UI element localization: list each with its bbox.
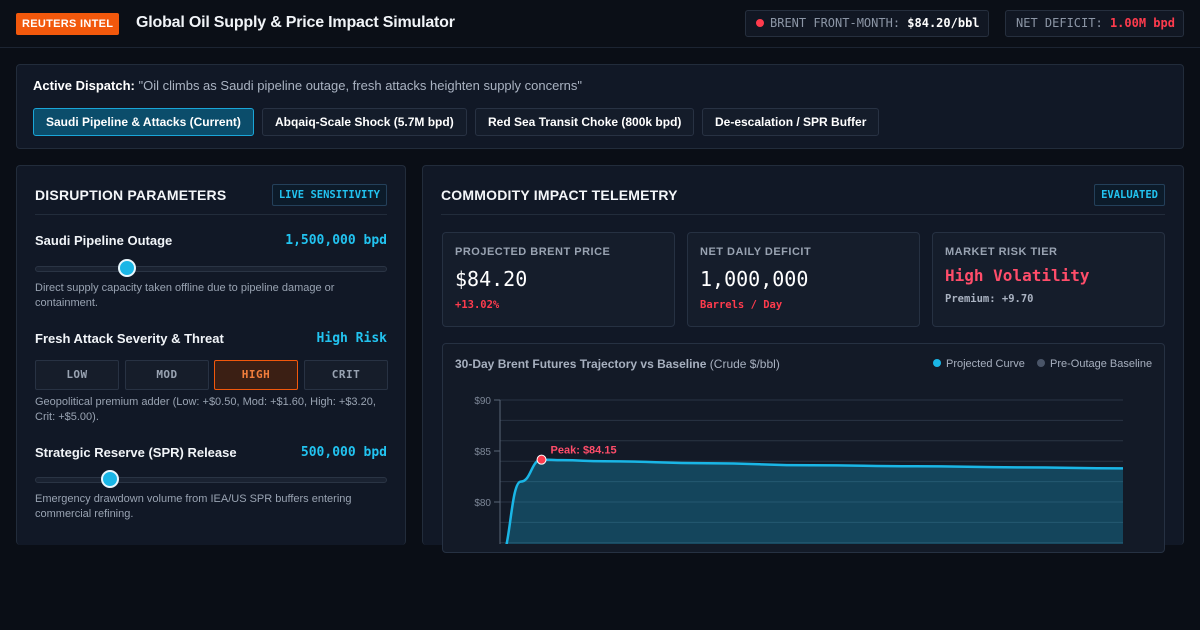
outage-slider-handle[interactable] — [118, 259, 137, 277]
panel-title: COMMODITY IMPACT TELEMETRY — [441, 187, 678, 203]
panel-title: DISRUPTION PARAMETERS — [35, 187, 227, 203]
legend-dot-icon — [1037, 359, 1045, 367]
severity-value: High Risk — [316, 331, 387, 346]
scenario-abqaiq-button[interactable]: Abqaiq-Scale Shock (5.7M bpd) — [262, 108, 467, 136]
spr-slider-handle[interactable] — [100, 470, 119, 488]
outage-slider-track[interactable] — [35, 259, 387, 277]
card-sub: Premium: +9.70 — [945, 293, 1034, 305]
legend-baseline-label: Pre-Outage Baseline — [1050, 358, 1153, 370]
risk-tier-card: MARKET RISK TIER High Volatility Premium… — [932, 232, 1165, 327]
brand-badge: REUTERS INTEL — [16, 13, 120, 35]
dispatch-quote: "Oil climbs as Saudi pipeline outage, fr… — [138, 78, 583, 93]
outage-label: Saudi Pipeline Outage — [35, 233, 173, 248]
projected-line — [505, 458, 1124, 544]
brent-price-card: PROJECTED BRENT PRICE $84.20 +13.02% — [442, 232, 675, 327]
card-label: NET DAILY DEFICIT — [700, 246, 812, 258]
chart-title: 30-Day Brent Futures Trajectory vs Basel… — [455, 357, 780, 371]
chart-plot: $80 $85 $90 Peak: $84.15 — [474, 396, 1124, 544]
y-tick-label: $90 — [474, 396, 491, 407]
active-dispatch-panel: Active Dispatch: "Oil climbs as Saudi pi… — [16, 64, 1184, 149]
scenario-saudi-pipeline-button[interactable]: Saudi Pipeline & Attacks (Current) — [33, 108, 254, 136]
spr-slider-track[interactable] — [35, 470, 387, 488]
brent-price-chip: BRENT FRONT-MONTH: $84.20/bbl — [745, 10, 989, 37]
evaluated-tag: EVALUATED — [1094, 184, 1165, 206]
card-label: PROJECTED BRENT PRICE — [455, 246, 611, 258]
divider — [35, 214, 387, 215]
brent-value: $84.20/bbl — [907, 16, 980, 30]
legend-projected: Projected Curve — [933, 358, 1025, 370]
card-label: MARKET RISK TIER — [945, 246, 1058, 258]
projected-area — [500, 459, 1123, 544]
spr-label: Strategic Reserve (SPR) Release — [35, 445, 237, 460]
severity-high-button[interactable]: HIGH — [214, 360, 298, 390]
severity-label: Fresh Attack Severity & Threat — [35, 331, 224, 346]
brent-label: BRENT FRONT-MONTH: — [770, 16, 901, 30]
commodity-telemetry-panel: COMMODITY IMPACT TELEMETRY EVALUATED PRO… — [422, 165, 1184, 553]
net-deficit-card: NET DAILY DEFICIT 1,000,000 Barrels / Da… — [687, 232, 920, 327]
divider — [441, 214, 1165, 215]
dispatch-label: Active Dispatch: — [33, 78, 135, 93]
live-dot-icon — [756, 19, 764, 27]
scenario-red-sea-button[interactable]: Red Sea Transit Choke (800k bpd) — [475, 108, 695, 136]
severity-low-button[interactable]: LOW — [35, 360, 119, 390]
deficit-value: 1.00M bpd — [1109, 16, 1175, 30]
legend-projected-label: Projected Curve — [946, 358, 1025, 370]
deficit-label: NET DEFICIT: — [1016, 16, 1103, 30]
top-bar: REUTERS INTEL Global Oil Supply & Price … — [0, 0, 1200, 48]
spr-value: 500,000 bpd — [300, 445, 387, 460]
scenario-de-escalation-button[interactable]: De-escalation / SPR Buffer — [702, 108, 880, 136]
y-tick-label: $85 — [474, 447, 491, 458]
brent-trajectory-chart: 30-Day Brent Futures Trajectory vs Basel… — [442, 343, 1165, 553]
card-sub: Barrels / Day — [700, 299, 783, 311]
live-sensitivity-tag: LIVE SENSITIVITY — [271, 184, 387, 206]
spr-desc: Emergency drawdown volume from IEA/US SP… — [35, 493, 352, 520]
legend-dot-icon — [933, 359, 941, 367]
y-tick-label: $80 — [474, 498, 491, 509]
severity-crit-button[interactable]: CRIT — [304, 360, 388, 390]
chart-unit: (Crude $/bbl) — [709, 357, 780, 371]
card-value: High Volatility — [945, 266, 1090, 285]
net-deficit-chip: NET DEFICIT: 1.00M bpd — [1005, 10, 1184, 37]
app-title: Global Oil Supply & Price Impact Simulat… — [136, 14, 455, 31]
outage-desc: Direct supply capacity taken offline due… — [35, 282, 335, 309]
outage-value: 1,500,000 bpd — [285, 233, 387, 248]
peak-label: Peak: $84.15 — [551, 445, 617, 457]
card-value: 1,000,000 — [700, 267, 809, 291]
peak-marker — [536, 454, 547, 465]
disruption-parameters-panel: DISRUPTION PARAMETERS LIVE SENSITIVITY S… — [16, 165, 406, 545]
card-sub: +13.02% — [455, 299, 500, 311]
legend-baseline: Pre-Outage Baseline — [1037, 358, 1152, 370]
card-value: $84.20 — [455, 267, 528, 291]
severity-desc: Geopolitical premium adder (Low: +$0.50,… — [35, 396, 376, 423]
dispatch-line: Active Dispatch: "Oil climbs as Saudi pi… — [33, 78, 582, 93]
chart-title-text: 30-Day Brent Futures Trajectory vs Basel… — [455, 357, 707, 371]
severity-mod-button[interactable]: MOD — [125, 360, 209, 390]
